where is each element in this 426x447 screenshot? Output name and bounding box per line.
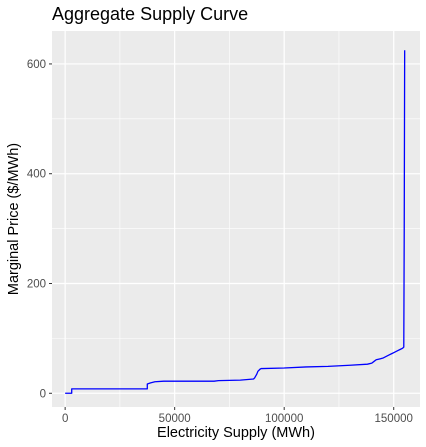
y-tick-label: 200 [27, 278, 46, 290]
x-tick-label: 0 [62, 413, 68, 425]
y-axis-title: Marginal Price ($/MWh) [6, 143, 22, 295]
x-tick-label: 100000 [265, 413, 303, 425]
x-axis: 0 50000 100000 150000 [62, 407, 413, 425]
x-axis-title: Electricity Supply (MWh) [157, 425, 315, 441]
y-axis: 0 200 400 600 [27, 59, 52, 400]
minor-gridlines [52, 31, 420, 407]
series-layer [65, 50, 406, 394]
supply-curve-line [65, 50, 406, 394]
y-tick-label: 600 [27, 59, 46, 71]
x-tick-label: 50000 [159, 413, 191, 425]
plot-panel [52, 31, 420, 407]
x-tick-label: 150000 [375, 413, 413, 425]
y-tick-label: 400 [27, 169, 46, 181]
y-tick-label: 0 [40, 388, 46, 400]
chart-title: Aggregate Supply Curve [52, 4, 248, 24]
major-gridlines [52, 31, 420, 407]
